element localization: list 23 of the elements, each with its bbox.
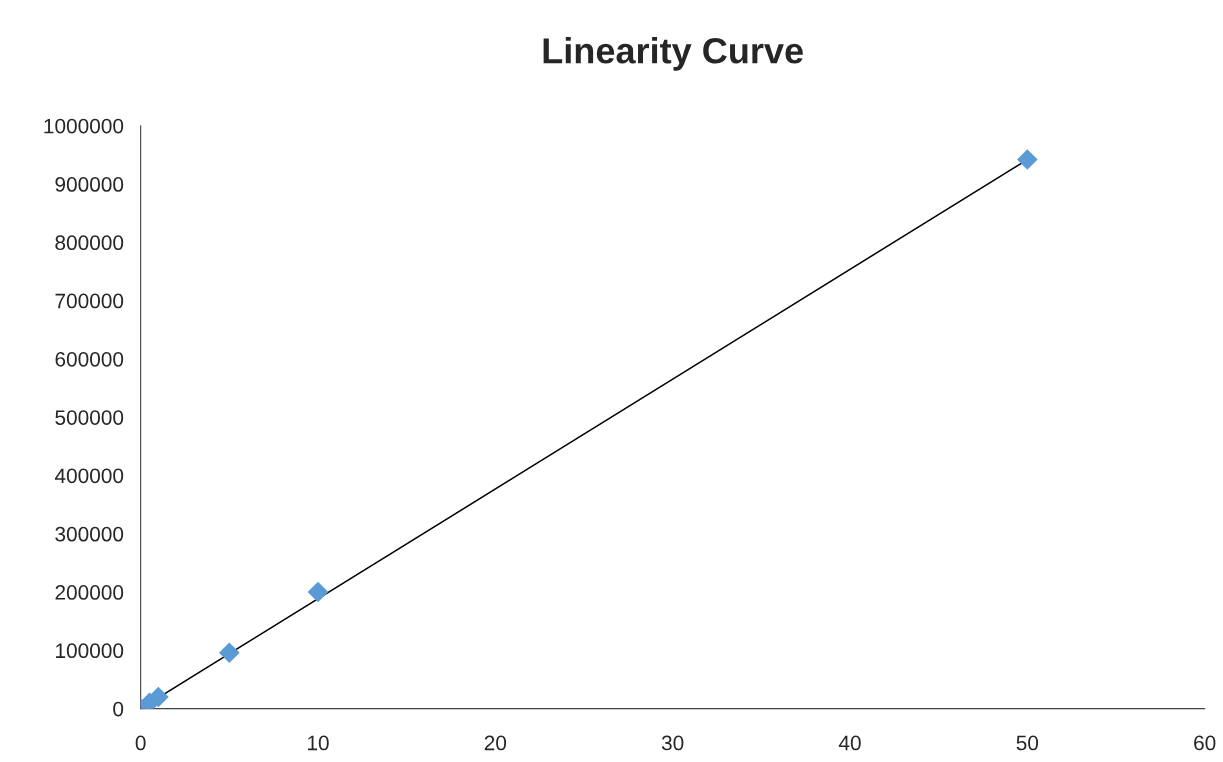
y-tick-label: 700000: [55, 293, 124, 309]
y-tick-label: 200000: [55, 585, 124, 600]
y-tick-label: 0: [113, 701, 124, 717]
y-tick-label: 500000: [55, 410, 124, 425]
x-tick-label: 0: [135, 735, 146, 751]
x-tick-label: 50: [1016, 735, 1039, 751]
point: [307, 581, 329, 603]
x-tick-label: 30: [661, 735, 684, 751]
point: [148, 686, 169, 708]
y-tick-label: 300000: [55, 526, 124, 542]
point: [219, 642, 240, 663]
x-tick-label: 60: [1194, 735, 1216, 751]
y-tick-label: 800000: [55, 235, 124, 251]
x-tick-label: 40: [838, 735, 861, 751]
y-tick-label: 900000: [55, 177, 124, 192]
y-tick-label: 1000000: [44, 118, 124, 134]
x-tick-label: 20: [484, 735, 507, 751]
y-tick-label: 400000: [54, 468, 124, 484]
y-tick-label: 100000: [56, 643, 124, 659]
y-tick-label: 600000: [55, 351, 124, 367]
x-tick-label: 10: [307, 735, 329, 751]
chart-title: Linearity Curve: [543, 37, 803, 71]
point: [1017, 149, 1038, 170]
